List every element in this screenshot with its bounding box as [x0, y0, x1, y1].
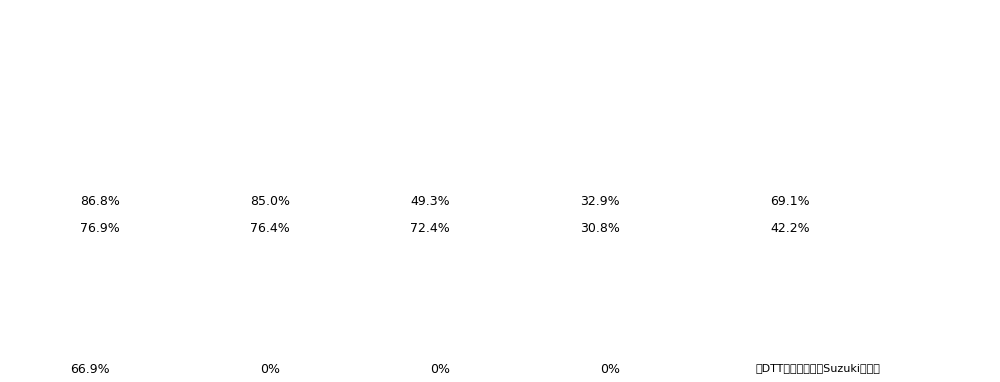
- Text: 76.9%: 76.9%: [80, 222, 120, 235]
- Text: 69.1%: 69.1%: [770, 195, 810, 208]
- Text: 无DTT缓冲液酵链后Suzuki转化率: 无DTT缓冲液酵链后Suzuki转化率: [755, 363, 880, 373]
- Text: 85.0%: 85.0%: [250, 195, 290, 208]
- Text: 0%: 0%: [430, 363, 450, 376]
- Text: 76.4%: 76.4%: [250, 222, 290, 235]
- Text: 86.8%: 86.8%: [80, 195, 120, 208]
- Text: 66.9%: 66.9%: [70, 363, 110, 376]
- Text: 49.3%: 49.3%: [410, 195, 450, 208]
- Text: 30.8%: 30.8%: [580, 222, 620, 235]
- Text: 32.9%: 32.9%: [580, 195, 620, 208]
- Text: 0%: 0%: [260, 363, 280, 376]
- Text: 72.4%: 72.4%: [410, 222, 450, 235]
- Text: 0%: 0%: [600, 363, 620, 376]
- Text: 42.2%: 42.2%: [770, 222, 810, 235]
